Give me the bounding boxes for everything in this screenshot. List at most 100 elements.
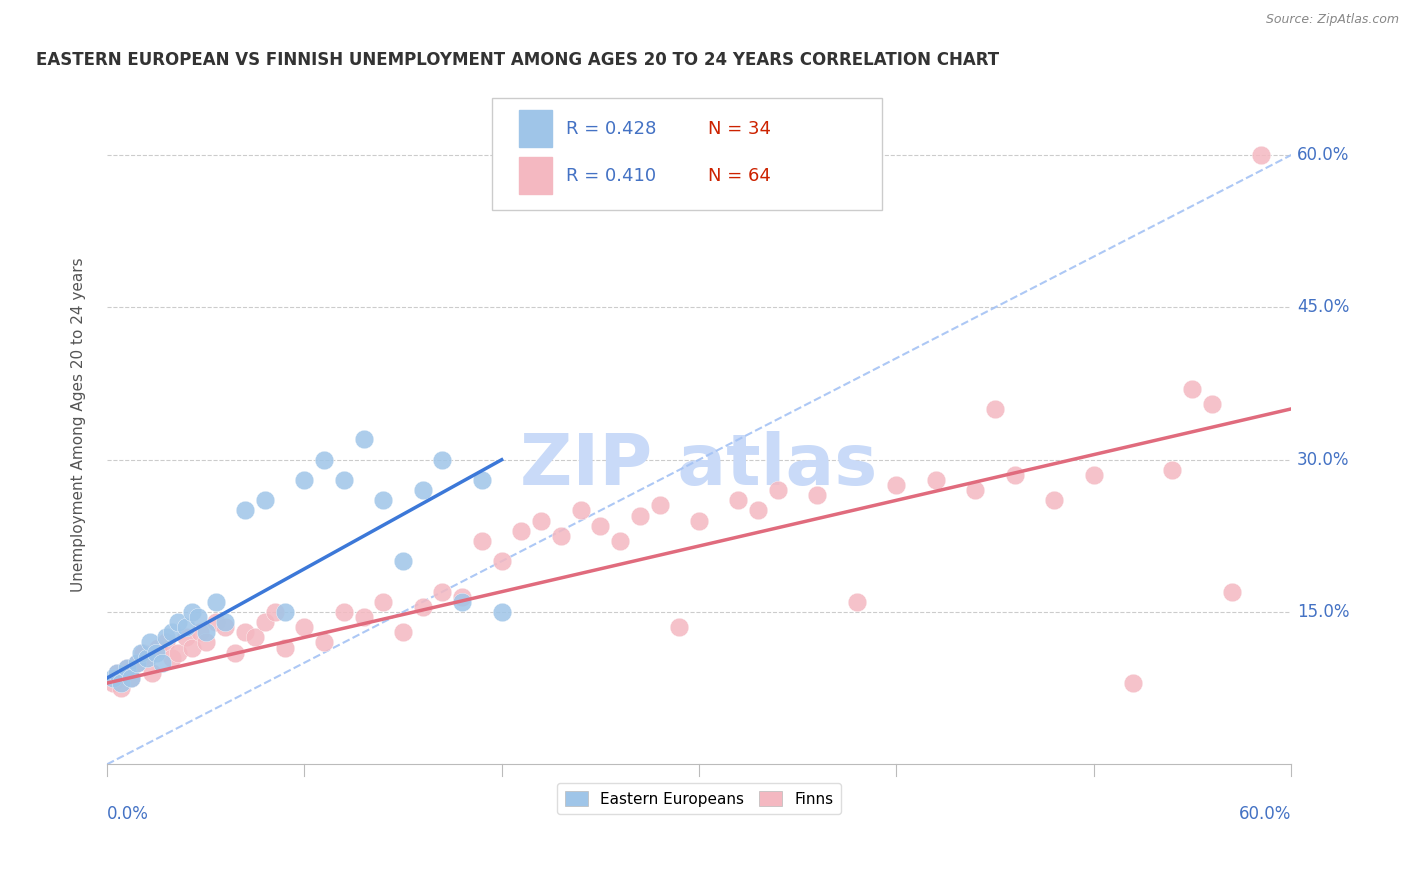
Y-axis label: Unemployment Among Ages 20 to 24 years: Unemployment Among Ages 20 to 24 years	[72, 257, 86, 591]
Point	[139, 635, 162, 649]
Point	[292, 473, 315, 487]
Point	[174, 620, 197, 634]
Point	[110, 676, 132, 690]
Point	[155, 631, 177, 645]
Point	[373, 595, 395, 609]
Point	[333, 473, 356, 487]
Point	[204, 595, 226, 609]
Text: N = 64: N = 64	[709, 167, 772, 185]
Point	[115, 661, 138, 675]
Point	[145, 646, 167, 660]
Point	[491, 605, 513, 619]
Text: EASTERN EUROPEAN VS FINNISH UNEMPLOYMENT AMONG AGES 20 TO 24 YEARS CORRELATION C: EASTERN EUROPEAN VS FINNISH UNEMPLOYMENT…	[37, 51, 1000, 69]
Point	[1122, 676, 1144, 690]
Point	[451, 595, 474, 609]
Point	[353, 433, 375, 447]
Point	[1004, 467, 1026, 482]
Point	[648, 499, 671, 513]
Point	[273, 640, 295, 655]
Point	[373, 493, 395, 508]
Bar	[519, 110, 553, 147]
Point	[609, 533, 631, 548]
Point	[727, 493, 749, 508]
Point	[569, 503, 592, 517]
Point	[1181, 382, 1204, 396]
Point	[1220, 584, 1243, 599]
Point	[333, 605, 356, 619]
Point	[120, 671, 142, 685]
Point	[925, 473, 948, 487]
Point	[314, 452, 336, 467]
Text: ZIP atlas: ZIP atlas	[520, 431, 877, 500]
Point	[1083, 467, 1105, 482]
Point	[141, 665, 163, 680]
Point	[160, 650, 183, 665]
Point	[253, 493, 276, 508]
Point	[155, 635, 177, 649]
Point	[530, 514, 553, 528]
Text: Source: ZipAtlas.com: Source: ZipAtlas.com	[1265, 13, 1399, 27]
Point	[353, 610, 375, 624]
Point	[214, 620, 236, 634]
Point	[273, 605, 295, 619]
Point	[110, 681, 132, 695]
Point	[451, 590, 474, 604]
Point	[105, 665, 128, 680]
Point	[1250, 148, 1272, 162]
Text: R = 0.410: R = 0.410	[567, 167, 657, 185]
Point	[471, 473, 494, 487]
Point	[194, 635, 217, 649]
Point	[135, 650, 157, 665]
Point	[984, 401, 1007, 416]
Point	[180, 640, 202, 655]
Point	[263, 605, 285, 619]
Text: 30.0%: 30.0%	[1296, 450, 1350, 468]
Text: 45.0%: 45.0%	[1296, 299, 1350, 317]
FancyBboxPatch shape	[492, 98, 883, 210]
Point	[845, 595, 868, 609]
Text: 60.0%: 60.0%	[1296, 146, 1350, 164]
Point	[180, 605, 202, 619]
Point	[668, 620, 690, 634]
Point	[392, 554, 415, 568]
Point	[148, 640, 170, 655]
Legend: Eastern Europeans, Finns: Eastern Europeans, Finns	[557, 783, 841, 814]
Point	[125, 656, 148, 670]
Point	[167, 615, 190, 629]
Point	[174, 631, 197, 645]
Point	[432, 584, 454, 599]
Point	[1161, 463, 1184, 477]
Text: 0.0%: 0.0%	[107, 805, 149, 823]
Point	[120, 671, 142, 685]
Point	[747, 503, 769, 517]
Point	[187, 610, 209, 624]
Point	[115, 661, 138, 675]
Point	[105, 665, 128, 680]
Point	[806, 488, 828, 502]
Point	[214, 615, 236, 629]
Point	[131, 646, 153, 660]
Point	[125, 656, 148, 670]
Point	[510, 524, 533, 538]
Point	[160, 625, 183, 640]
Point	[471, 533, 494, 548]
Point	[589, 518, 612, 533]
Point	[167, 646, 190, 660]
Point	[204, 615, 226, 629]
Point	[1043, 493, 1066, 508]
Point	[224, 646, 246, 660]
Point	[392, 625, 415, 640]
Point	[292, 620, 315, 634]
Point	[314, 635, 336, 649]
Text: 60.0%: 60.0%	[1239, 805, 1291, 823]
Point	[965, 483, 987, 498]
Point	[766, 483, 789, 498]
Point	[1201, 397, 1223, 411]
Point	[412, 599, 434, 614]
Point	[432, 452, 454, 467]
Point	[491, 554, 513, 568]
Point	[253, 615, 276, 629]
Point	[135, 650, 157, 665]
Point	[233, 625, 256, 640]
Point	[194, 625, 217, 640]
